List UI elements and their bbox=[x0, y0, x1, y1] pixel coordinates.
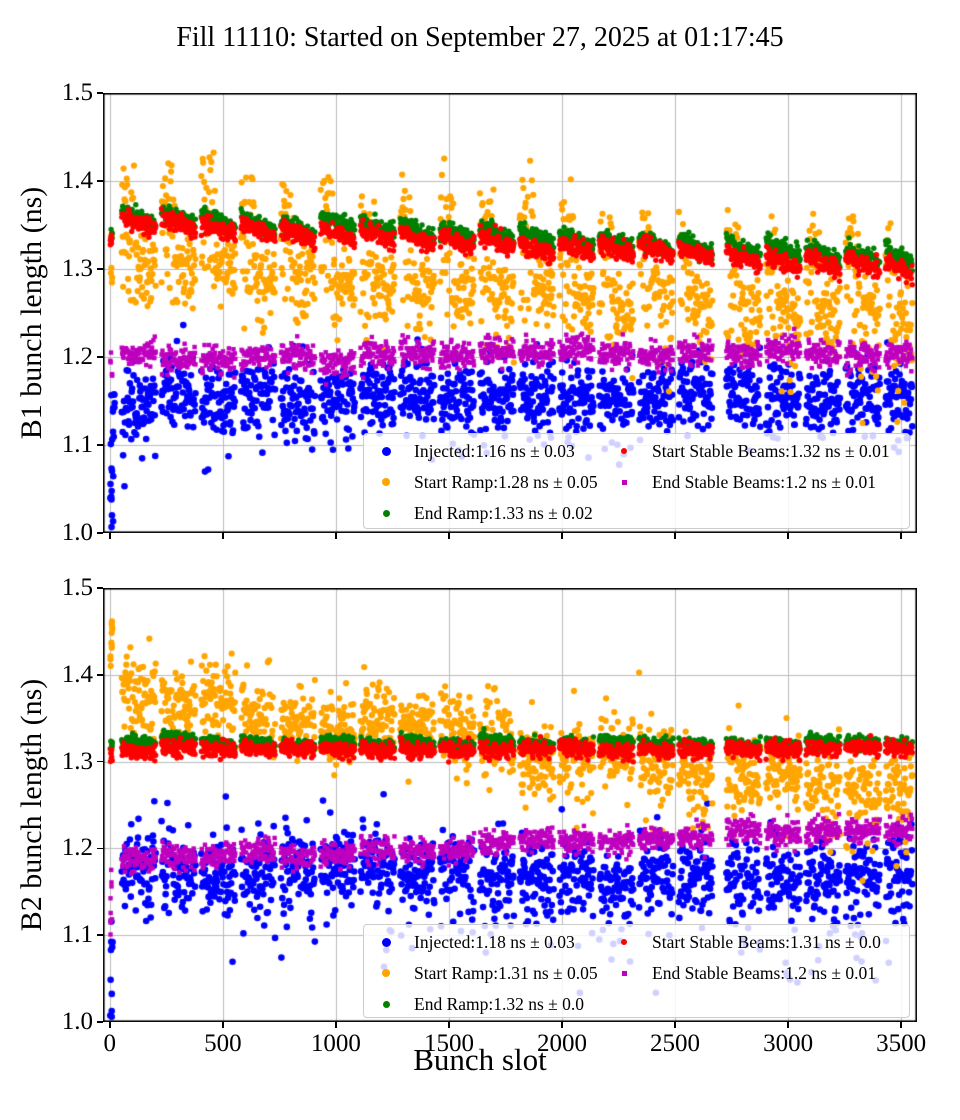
y-tick-label: 1.4 bbox=[61, 167, 93, 194]
y-tick-mark bbox=[97, 92, 103, 94]
y-axis-label-b1: B1 bunch length (ns) bbox=[15, 186, 48, 440]
y-tick-mark bbox=[97, 532, 103, 534]
legend-entry-start_ramp: Start Ramp:1.31 ns ± 0.05 bbox=[378, 961, 658, 985]
y-tick-mark bbox=[97, 356, 103, 358]
y-tick-label: 1.2 bbox=[61, 343, 93, 370]
y-tick-mark bbox=[97, 268, 103, 270]
legend-entry-start_ramp: Start Ramp:1.28 ns ± 0.05 bbox=[378, 470, 658, 494]
injected-marker-icon bbox=[381, 937, 391, 947]
x-tick-label: 1000 bbox=[310, 1030, 361, 1057]
y-axis-label-b2: B2 bunch length (ns) bbox=[15, 678, 48, 932]
start_ramp-marker-icon bbox=[382, 969, 390, 977]
start_ramp-marker-icon bbox=[382, 478, 390, 486]
x-tick-mark bbox=[109, 1022, 111, 1028]
y-tick-label: 1.0 bbox=[61, 519, 93, 546]
legend-label: Start Ramp:1.28 ns ± 0.05 bbox=[414, 472, 598, 492]
injected-marker-icon bbox=[381, 446, 391, 456]
x-tick-mark bbox=[561, 1022, 563, 1028]
x-tick-label: 500 bbox=[204, 1030, 242, 1057]
b2-legend: Injected:1.18 ns ± 0.03 Start Ramp:1.31 n… bbox=[363, 924, 910, 1018]
x-tick-label: 2000 bbox=[537, 1030, 587, 1057]
y-tick-mark bbox=[97, 587, 103, 589]
x-tick-mark bbox=[674, 533, 676, 539]
legend-label: End Stable Beams:1.2 ns ± 0.01 bbox=[652, 472, 876, 492]
legend-label: End Ramp:1.32 ns ± 0.0 bbox=[414, 994, 585, 1014]
x-tick-mark bbox=[335, 1022, 337, 1028]
legend-label: Start Ramp:1.31 ns ± 0.05 bbox=[414, 963, 598, 983]
end_stable-marker-icon bbox=[621, 479, 627, 485]
x-tick-mark bbox=[561, 533, 563, 539]
legend-label: Injected:1.16 ns ± 0.03 bbox=[414, 441, 575, 461]
x-tick-label: 3000 bbox=[763, 1030, 814, 1057]
start_stable-marker-icon bbox=[621, 939, 627, 945]
x-tick-mark bbox=[448, 533, 450, 539]
x-tick-mark bbox=[900, 533, 902, 539]
x-tick-mark bbox=[222, 1022, 224, 1028]
y-tick-label: 1.1 bbox=[61, 431, 93, 458]
legend-label: End Ramp:1.33 ns ± 0.02 bbox=[414, 503, 593, 523]
x-tick-mark bbox=[222, 533, 224, 539]
b1-legend: Injected:1.16 ns ± 0.03 Start Ramp:1.28 n… bbox=[363, 433, 910, 529]
figure-title: Fill 11110: Started on September 27, 202… bbox=[176, 22, 784, 53]
x-tick-mark bbox=[335, 533, 337, 539]
legend-entry-start_stable: Start Stable Beams:1.32 ns ± 0.01 bbox=[616, 439, 896, 463]
x-tick-mark bbox=[448, 1022, 450, 1028]
legend-label: Start Stable Beams:1.31 ns ± 0.0 bbox=[652, 932, 881, 952]
y-tick-mark bbox=[97, 180, 103, 182]
x-tick-label: 3500 bbox=[876, 1030, 927, 1057]
y-tick-mark bbox=[97, 847, 103, 850]
y-tick-mark bbox=[97, 934, 103, 936]
y-tick-mark bbox=[97, 674, 103, 676]
x-axis-label: Bunch slot bbox=[413, 1042, 547, 1077]
legend-entry-injected: Injected:1.18 ns ± 0.03 bbox=[378, 930, 658, 954]
end_ramp-marker-icon bbox=[382, 1000, 390, 1008]
legend-entry-end_stable: End Stable Beams:1.2 ns ± 0.01 bbox=[616, 470, 896, 494]
y-tick-mark bbox=[97, 760, 103, 763]
y-tick-mark bbox=[97, 444, 103, 446]
legend-entry-injected: Injected:1.16 ns ± 0.03 bbox=[378, 439, 658, 463]
end_stable-marker-icon bbox=[621, 970, 627, 976]
y-tick-label: 1.0 bbox=[61, 1008, 93, 1035]
y-tick-label: 1.3 bbox=[61, 255, 93, 282]
legend-entry-end_ramp: End Ramp:1.33 ns ± 0.02 bbox=[378, 501, 658, 525]
x-tick-label: 0 bbox=[103, 1030, 117, 1057]
legend-entry-start_stable: Start Stable Beams:1.31 ns ± 0.0 bbox=[616, 930, 896, 954]
x-tick-mark bbox=[900, 1022, 902, 1028]
x-tick-mark bbox=[787, 1022, 789, 1028]
y-tick-label: 1.3 bbox=[61, 747, 93, 775]
legend-label: Start Stable Beams:1.32 ns ± 0.01 bbox=[652, 441, 890, 461]
y-tick-mark bbox=[97, 1021, 103, 1023]
end_ramp-marker-icon bbox=[382, 509, 390, 517]
x-tick-mark bbox=[109, 533, 111, 539]
x-tick-mark bbox=[674, 1022, 676, 1028]
y-tick-label: 1.2 bbox=[61, 834, 93, 862]
y-tick-label: 1.5 bbox=[61, 574, 93, 601]
y-tick-label: 1.4 bbox=[61, 660, 93, 688]
x-tick-label: 1500 bbox=[423, 1030, 474, 1057]
legend-label: Injected:1.18 ns ± 0.03 bbox=[414, 932, 575, 952]
x-tick-mark bbox=[787, 533, 789, 539]
x-tick-label: 2500 bbox=[650, 1030, 701, 1057]
start_stable-marker-icon bbox=[621, 448, 627, 454]
y-tick-label: 1.1 bbox=[61, 921, 93, 949]
legend-entry-end_stable: End Stable Beams:1.2 ns ± 0.01 bbox=[616, 961, 896, 985]
legend-label: End Stable Beams:1.2 ns ± 0.01 bbox=[652, 963, 876, 983]
y-tick-label: 1.5 bbox=[61, 79, 93, 106]
legend-entry-end_ramp: End Ramp:1.32 ns ± 0.0 bbox=[378, 992, 658, 1016]
